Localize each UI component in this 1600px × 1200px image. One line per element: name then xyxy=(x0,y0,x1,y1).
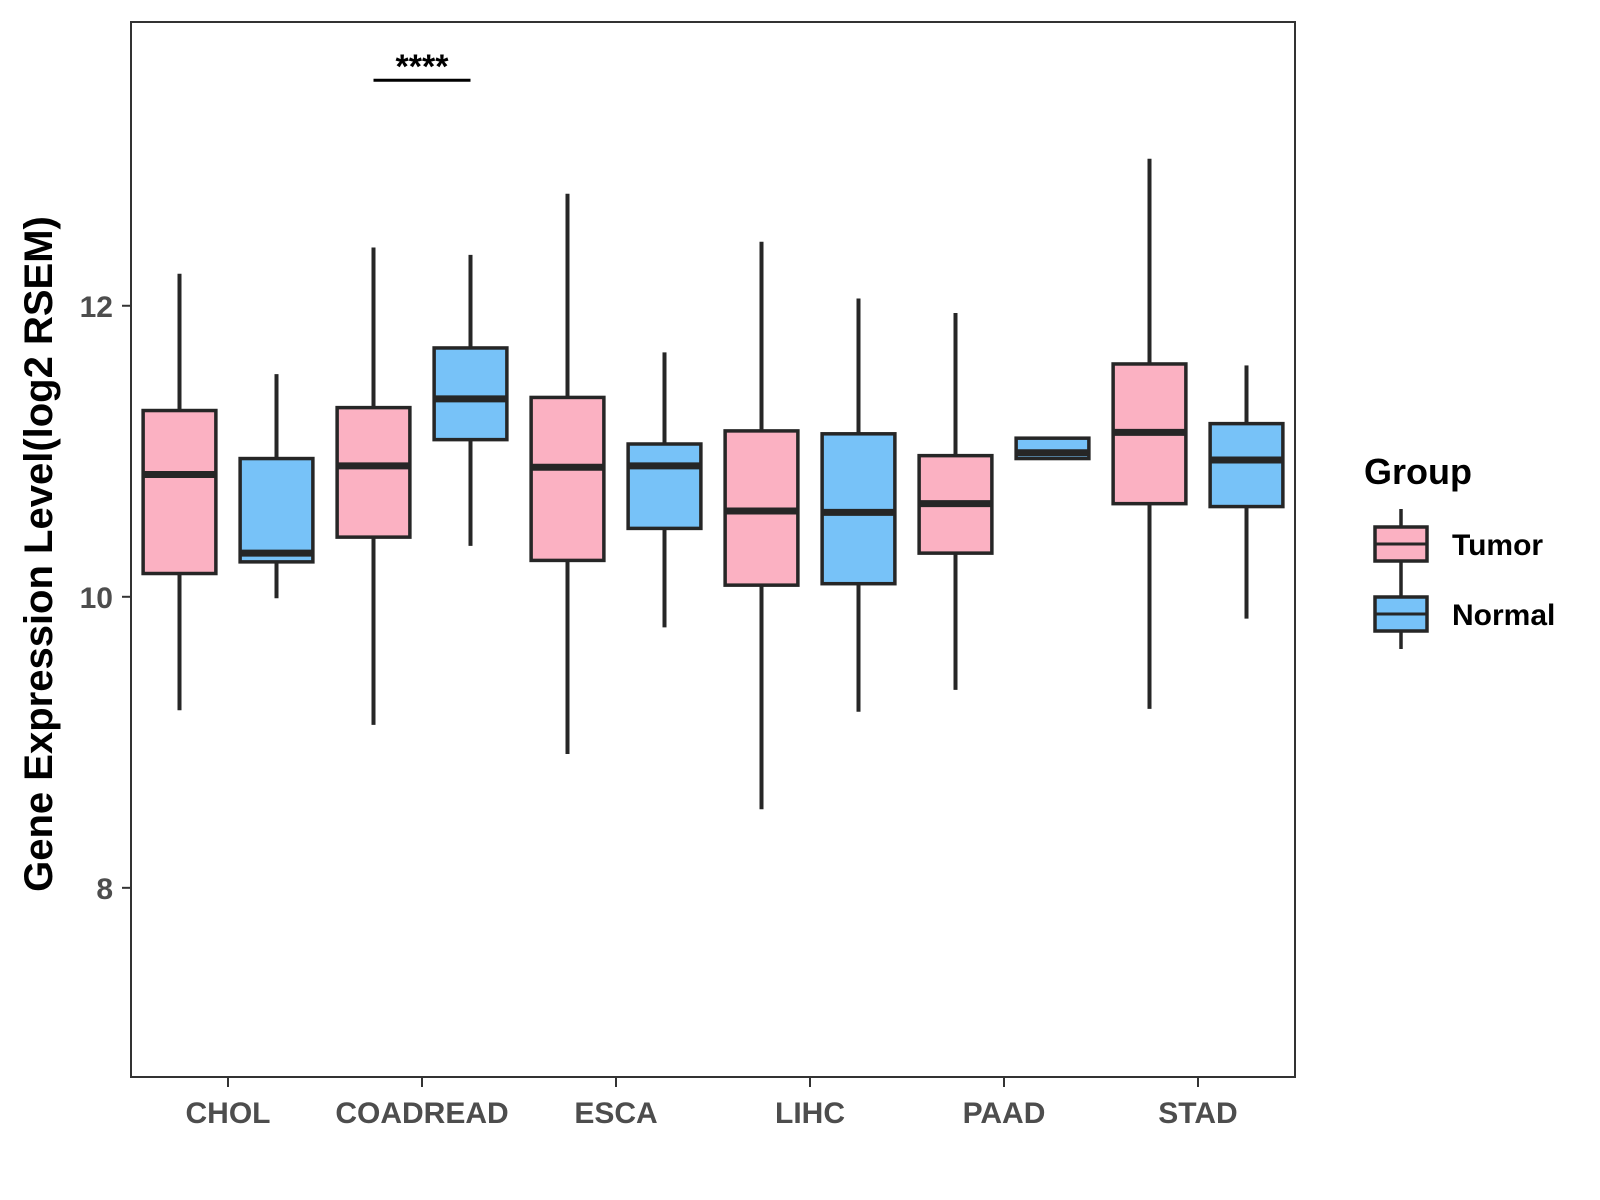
box-normal-paad xyxy=(1014,436,1091,461)
legend-item-label: Normal xyxy=(1452,599,1555,632)
significance-label: **** xyxy=(396,48,450,86)
plot-marks: **** xyxy=(141,48,1285,810)
box-normal-chol xyxy=(238,374,315,599)
x-tick-label: COADREAD xyxy=(335,1097,508,1130)
y-tick-label: 10 xyxy=(80,582,113,615)
x-tick-label: CHOL xyxy=(186,1097,271,1130)
box-tumor-chol xyxy=(141,273,218,711)
box-tumor-esca xyxy=(529,193,606,754)
legend: Group Tumor Normal xyxy=(1364,451,1555,649)
box-tumor-stad xyxy=(1111,158,1188,709)
box-iqr xyxy=(1208,421,1285,509)
box-iqr xyxy=(238,456,315,564)
x-tick-label: PAAD xyxy=(963,1097,1046,1130)
box-iqr xyxy=(820,432,897,586)
box-normal-esca xyxy=(626,352,703,628)
box-iqr xyxy=(141,408,218,576)
x-tick-label: ESCA xyxy=(574,1097,657,1130)
y-tick-label: 8 xyxy=(96,873,113,906)
axes: 8 10 12 CHOL COADREAD ESCA LIHC PAAD STAD xyxy=(80,291,1238,1130)
y-axis-title: Gene Expression Level(log2 RSEM) xyxy=(17,216,61,892)
x-tick-label: LIHC xyxy=(775,1097,845,1130)
box-tumor-lihc xyxy=(723,241,800,810)
x-tick-label: STAD xyxy=(1158,1097,1237,1130)
plot-panel-border xyxy=(130,21,1296,1078)
box-normal-coadread xyxy=(432,254,509,546)
box-normal-lihc xyxy=(820,298,897,712)
box-normal-stad xyxy=(1208,365,1285,619)
box-tumor-coadread xyxy=(335,247,412,725)
legend-item-normal: Normal xyxy=(1373,579,1555,649)
box-iqr xyxy=(529,395,606,563)
legend-item-label: Tumor xyxy=(1452,529,1543,562)
box-iqr xyxy=(432,346,509,442)
y-tick-label: 12 xyxy=(80,291,113,324)
box-iqr xyxy=(335,405,412,539)
legend-title: Group xyxy=(1364,451,1472,492)
legend-item-tumor: Tumor xyxy=(1373,509,1543,579)
box-iqr xyxy=(626,442,703,531)
box-tumor-paad xyxy=(917,313,994,690)
